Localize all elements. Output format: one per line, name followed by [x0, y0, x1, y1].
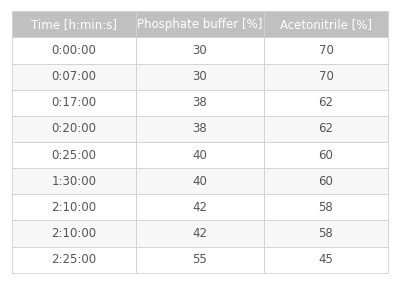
Bar — [136, 247, 264, 273]
Bar — [264, 116, 388, 142]
Text: 62: 62 — [318, 96, 334, 109]
Text: 0:00:00: 0:00:00 — [52, 44, 96, 57]
Bar — [12, 194, 136, 220]
Bar — [264, 11, 388, 37]
Text: 38: 38 — [193, 96, 207, 109]
Text: Time [h:min:s]: Time [h:min:s] — [31, 18, 117, 31]
Bar — [264, 37, 388, 64]
Bar — [136, 11, 264, 37]
Text: 1:30:00: 1:30:00 — [52, 175, 96, 188]
Bar — [264, 64, 388, 90]
Text: 2:10:00: 2:10:00 — [52, 227, 97, 240]
Bar — [136, 142, 264, 168]
Text: 58: 58 — [318, 227, 333, 240]
Bar — [264, 194, 388, 220]
Bar — [264, 168, 388, 194]
Text: 2:10:00: 2:10:00 — [52, 201, 97, 214]
Bar — [12, 11, 136, 37]
Text: 70: 70 — [318, 44, 333, 57]
Text: 38: 38 — [193, 122, 207, 135]
Bar — [136, 220, 264, 247]
Bar — [264, 142, 388, 168]
Bar — [12, 220, 136, 247]
Bar — [12, 64, 136, 90]
Text: 0:25:00: 0:25:00 — [52, 149, 96, 162]
Bar — [136, 168, 264, 194]
Bar — [264, 90, 388, 116]
Bar — [12, 37, 136, 64]
Bar — [136, 64, 264, 90]
Text: 60: 60 — [318, 149, 333, 162]
Text: 0:20:00: 0:20:00 — [52, 122, 96, 135]
Text: 55: 55 — [193, 253, 207, 266]
Text: 40: 40 — [192, 149, 208, 162]
Bar — [12, 116, 136, 142]
Text: 60: 60 — [318, 175, 333, 188]
Text: 2:25:00: 2:25:00 — [52, 253, 97, 266]
Text: 30: 30 — [193, 44, 207, 57]
Text: 42: 42 — [192, 201, 208, 214]
Text: 30: 30 — [193, 70, 207, 83]
Bar — [12, 168, 136, 194]
Text: 42: 42 — [192, 227, 208, 240]
Text: 45: 45 — [318, 253, 333, 266]
Text: 0:07:00: 0:07:00 — [52, 70, 96, 83]
Bar — [264, 220, 388, 247]
Bar — [12, 90, 136, 116]
Bar — [136, 116, 264, 142]
Text: Phosphate buffer [%]: Phosphate buffer [%] — [137, 18, 263, 31]
Bar — [12, 247, 136, 273]
Text: 0:17:00: 0:17:00 — [52, 96, 97, 109]
Bar — [136, 37, 264, 64]
Bar — [264, 247, 388, 273]
Text: Acetonitrile [%]: Acetonitrile [%] — [280, 18, 372, 31]
Text: 40: 40 — [192, 175, 208, 188]
Bar — [136, 90, 264, 116]
Text: 62: 62 — [318, 122, 334, 135]
Bar — [12, 142, 136, 168]
Text: 58: 58 — [318, 201, 333, 214]
Bar — [136, 194, 264, 220]
Text: 70: 70 — [318, 70, 333, 83]
